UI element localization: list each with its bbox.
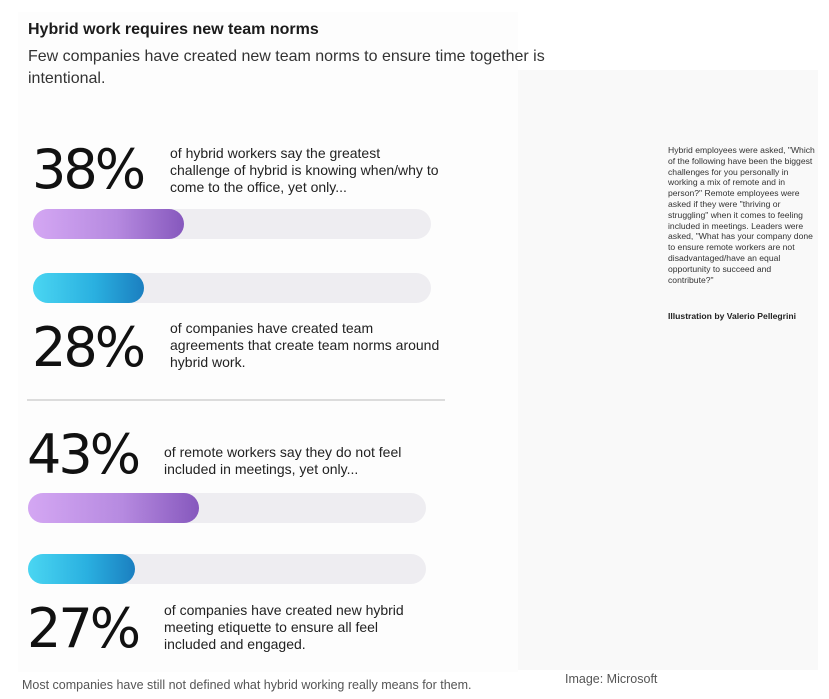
bar-track xyxy=(28,554,426,584)
bar-track xyxy=(33,273,431,303)
bar xyxy=(28,493,199,523)
stat-description: of companies have created new hybrid mee… xyxy=(164,602,404,652)
methodology-note: Hybrid employees were asked, "Which of t… xyxy=(668,145,815,285)
stat-description: of hybrid workers say the greatest chall… xyxy=(170,145,439,195)
image-source: Image: Microsoft xyxy=(565,672,658,686)
chart-title: Hybrid work requires new team norms xyxy=(28,21,319,38)
stat-description: of companies have created team agreement… xyxy=(170,320,440,370)
bar-track xyxy=(33,209,431,239)
chart-subtitle: Few companies have created new team norm… xyxy=(28,48,545,87)
illustration-credit: Illustration by Valerio Pellegrini xyxy=(668,311,796,321)
stat-description: of remote workers say they do not feel i… xyxy=(164,444,402,477)
bar xyxy=(33,273,144,303)
notes-panel xyxy=(518,70,818,670)
stat-value: 38% xyxy=(32,138,146,201)
bar-track xyxy=(28,493,426,523)
stat-value: 28% xyxy=(32,316,146,379)
stat-value: 27% xyxy=(27,597,141,660)
section-divider xyxy=(27,399,445,401)
bar xyxy=(28,554,135,584)
image-caption: Most companies have still not defined wh… xyxy=(22,678,472,692)
bar xyxy=(33,209,184,239)
stat-value: 43% xyxy=(27,423,141,486)
